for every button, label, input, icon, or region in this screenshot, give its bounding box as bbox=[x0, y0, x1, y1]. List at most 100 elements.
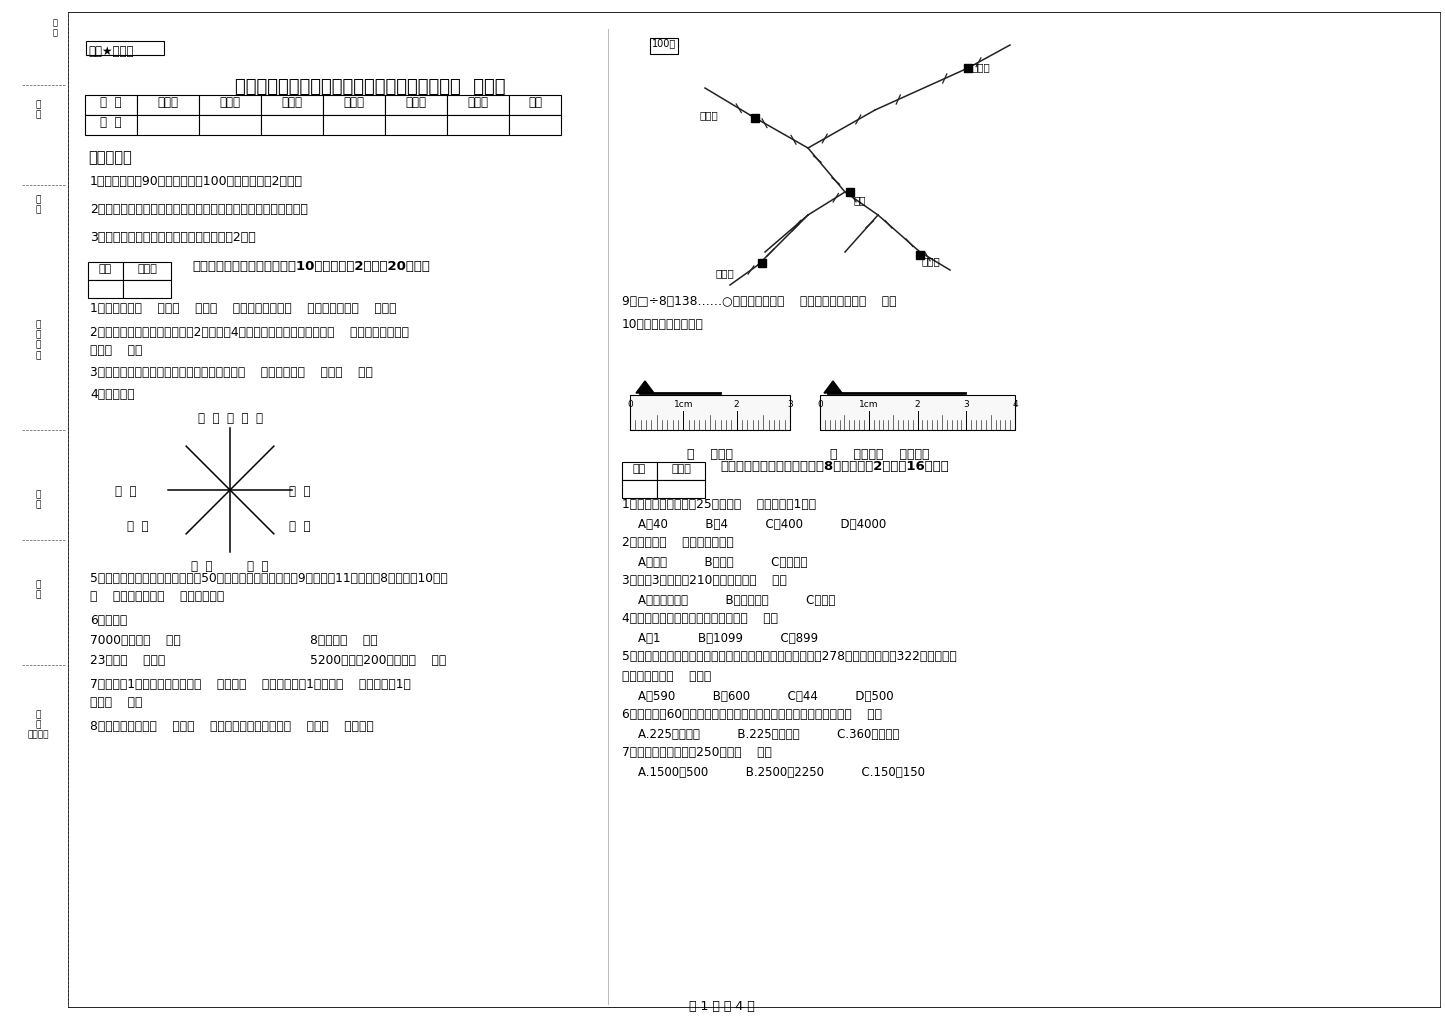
Text: 判断题: 判断题 bbox=[282, 96, 302, 108]
Text: 小红家: 小红家 bbox=[699, 110, 718, 120]
Bar bbox=[819, 395, 1014, 430]
Text: 1、你出生于（    ）年（    ）月（    ）日，那一年是（    ）年，全年有（    ）天。: 1、你出生于（ ）年（ ）月（ ）日，那一年是（ ）年，全年有（ ）天。 bbox=[90, 302, 396, 315]
Text: 5、体育老师对第一小组同学进行50米跑测试，成绩如下小红9秒，小丽11秒，小明8秒，小军10秒。: 5、体育老师对第一小组同学进行50米跑测试，成绩如下小红9秒，小丽11秒，小明8… bbox=[90, 572, 448, 585]
Text: A、乘公共汽车          B、骑自行车          C、步行: A、乘公共汽车 B、骑自行车 C、步行 bbox=[639, 594, 835, 607]
Bar bbox=[123, 262, 171, 280]
Bar bbox=[324, 115, 384, 135]
Text: 2: 2 bbox=[734, 400, 740, 409]
Text: 得分: 得分 bbox=[633, 464, 646, 474]
Bar bbox=[88, 280, 123, 298]
Text: 3、爸爸3小时行了210千米，他是（    ）。: 3、爸爸3小时行了210千米，他是（ ）。 bbox=[621, 574, 788, 587]
Text: 班
级: 班 级 bbox=[35, 490, 40, 510]
Text: （  ）: （ ） bbox=[116, 485, 137, 498]
Text: （  ）: （ ） bbox=[289, 485, 311, 498]
Text: 100米: 100米 bbox=[652, 38, 676, 48]
Bar bbox=[447, 115, 509, 135]
Text: （    ）厘米（    ）毫米。: （ ）厘米（ ）毫米。 bbox=[829, 448, 929, 461]
Bar bbox=[199, 115, 262, 135]
Text: 4、填一填。: 4、填一填。 bbox=[90, 388, 134, 401]
Text: 评卷人: 评卷人 bbox=[137, 264, 158, 274]
Bar bbox=[509, 115, 561, 135]
Bar bbox=[657, 480, 705, 498]
Text: 0: 0 bbox=[627, 400, 633, 409]
Text: A、1          B、1099          C、899: A、1 B、1099 C、899 bbox=[639, 632, 818, 645]
Bar bbox=[199, 95, 262, 115]
Bar bbox=[650, 38, 678, 54]
Text: 8、小红家在学校（    ）方（    ）米处；小明家在学校（    ）方（    ）米处。: 8、小红家在学校（ ）方（ ）米处；小明家在学校（ ）方（ ）米处。 bbox=[90, 720, 374, 733]
Text: 2、请首先按要求在试卷的指定位置填写您的姓名、班级、学号。: 2、请首先按要求在试卷的指定位置填写您的姓名、班级、学号。 bbox=[90, 203, 308, 216]
Text: 7、下面的结果刚好是250的是（    ）。: 7、下面的结果刚好是250的是（ ）。 bbox=[621, 746, 772, 759]
Text: 小刚家: 小刚家 bbox=[922, 256, 941, 266]
Text: 3: 3 bbox=[964, 400, 970, 409]
Bar bbox=[324, 95, 384, 115]
Text: 题
号: 题 号 bbox=[52, 18, 58, 38]
Text: 题  号: 题 号 bbox=[100, 96, 121, 108]
Text: 5200千克－200千克＝（    ）吨: 5200千克－200千克＝（ ）吨 bbox=[311, 654, 447, 667]
Text: 学校: 学校 bbox=[853, 195, 866, 205]
Text: 江西省重点小学三年级数学上学期期末考试试卷  附解析: 江西省重点小学三年级数学上学期期末考试试卷 附解析 bbox=[234, 78, 506, 96]
Text: 绝密★启用前: 绝密★启用前 bbox=[88, 45, 133, 58]
Text: 一、用心思考，正确填空（共10小题，每题2分，共20分）。: 一、用心思考，正确填空（共10小题，每题2分，共20分）。 bbox=[192, 260, 429, 273]
Text: 应用题: 应用题 bbox=[468, 96, 488, 108]
Text: （    ）毫米: （ ）毫米 bbox=[686, 448, 733, 461]
Bar bbox=[384, 115, 447, 135]
Text: 3、在进位加法中，不管哪一位上的数相加满（    ），都要向（    ）进（    ）。: 3、在进位加法中，不管哪一位上的数相加满（ ），都要向（ ）进（ ）。 bbox=[90, 366, 373, 379]
Text: 二、反复比较，慎重选择（共8小题，每题2分，共16分）。: 二、反复比较，慎重选择（共8小题，每题2分，共16分）。 bbox=[720, 460, 949, 473]
Bar bbox=[137, 95, 199, 115]
Text: 第 1 页 共 4 页: 第 1 页 共 4 页 bbox=[689, 1000, 754, 1013]
Text: 评卷人: 评卷人 bbox=[670, 464, 691, 474]
Bar bbox=[85, 115, 137, 135]
Bar bbox=[384, 95, 447, 115]
Text: 9、□÷8＝138……○，余数最大填（    ），这时被除数是（    ）。: 9、□÷8＝138……○，余数最大填（ ），这时被除数是（ ）。 bbox=[621, 294, 896, 308]
Text: 8千克＝（    ）克: 8千克＝（ ）克 bbox=[311, 634, 377, 647]
Bar bbox=[262, 115, 324, 135]
Text: 综合题: 综合题 bbox=[406, 96, 426, 108]
Text: A．一定          B．可能          C．不可能: A．一定 B．可能 C．不可能 bbox=[639, 556, 808, 569]
Text: 1cm: 1cm bbox=[673, 400, 694, 409]
Text: 10、量出钉子的长度。: 10、量出钉子的长度。 bbox=[621, 318, 704, 331]
Text: 计算题: 计算题 bbox=[344, 96, 364, 108]
Text: 小明家: 小明家 bbox=[715, 268, 734, 278]
Text: 总分: 总分 bbox=[527, 96, 542, 108]
Text: 6、换算。: 6、换算。 bbox=[90, 614, 127, 627]
Bar bbox=[85, 95, 137, 115]
Text: A、40          B、4          C、400          D、4000: A、40 B、4 C、400 D、4000 bbox=[639, 518, 886, 531]
Bar bbox=[262, 95, 324, 115]
Text: 乡
镇
（街道）: 乡 镇 （街道） bbox=[27, 710, 49, 740]
Text: 3: 3 bbox=[788, 400, 793, 409]
Text: A.1500－500          B.2500－2250          C.150＋150: A.1500－500 B.2500－2250 C.150＋150 bbox=[639, 766, 925, 779]
Text: （  ）  北  （  ）: （ ） 北 （ ） bbox=[198, 412, 263, 425]
Text: 7000千克＝（    ）吨: 7000千克＝（ ）吨 bbox=[90, 634, 181, 647]
Text: （  ）: （ ） bbox=[289, 520, 311, 533]
Bar bbox=[657, 462, 705, 480]
Text: 6、把一根长60厘米的铁丝围城一个正方形，这个正方形的面积是（    ）。: 6、把一根长60厘米的铁丝围城一个正方形，这个正方形的面积是（ ）。 bbox=[621, 708, 881, 721]
Text: 题
号: 题 号 bbox=[35, 100, 40, 119]
Text: （  ）: （ ） bbox=[247, 560, 269, 573]
Polygon shape bbox=[824, 381, 842, 393]
Text: 格是（    ）。: 格是（ ）。 bbox=[90, 696, 143, 709]
Text: 7、分针走1小格，秒针正好走（    ），是（    ）秒。分针走1大格是（    ），时针走1大: 7、分针走1小格，秒针正好走（ ），是（ ）秒。分针走1大格是（ ），时针走1大 bbox=[90, 678, 410, 691]
Text: 2、劳动课上做纸花，红红做了2朵纸花，4朵蓝花，红花占纸花总数的（    ），蓝花占纸花总: 2、劳动课上做纸花，红红做了2朵纸花，4朵蓝花，红花占纸花总数的（ ），蓝花占纸… bbox=[90, 326, 409, 339]
Text: 4: 4 bbox=[1011, 400, 1017, 409]
Bar bbox=[447, 95, 509, 115]
Text: 填空题: 填空题 bbox=[158, 96, 179, 108]
Text: 数的（    ）。: 数的（ ）。 bbox=[90, 344, 143, 357]
Text: 1、考试时间：90分钟，满分为100分（含卷面分2分）。: 1、考试时间：90分钟，满分为100分（含卷面分2分）。 bbox=[90, 175, 303, 187]
Text: 5、广州新电视塔是广州市目前最高的建筑，它比中信大厦高278米。中信大厦高322米，那么广: 5、广州新电视塔是广州市目前最高的建筑，它比中信大厦高278米。中信大厦高322… bbox=[621, 650, 957, 663]
Text: 0: 0 bbox=[816, 400, 822, 409]
Text: 1cm: 1cm bbox=[858, 400, 879, 409]
Text: 考试须知：: 考试须知： bbox=[88, 150, 131, 165]
Text: 2: 2 bbox=[915, 400, 920, 409]
Bar bbox=[87, 41, 163, 55]
Text: 姓
名: 姓 名 bbox=[35, 195, 40, 214]
Text: A.225平方分米          B.225平方厘米          C.360平方厘米: A.225平方分米 B.225平方厘米 C.360平方厘米 bbox=[639, 728, 899, 741]
Text: （  ）: （ ） bbox=[127, 520, 149, 533]
Text: 4、最小三位数和最大三位数的和是（    ）。: 4、最小三位数和最大三位数的和是（ ）。 bbox=[621, 612, 777, 625]
Bar bbox=[621, 462, 657, 480]
Polygon shape bbox=[636, 381, 655, 393]
Text: 州新电视塔高（    ）米。: 州新电视塔高（ ）米。 bbox=[621, 671, 711, 683]
Bar bbox=[123, 280, 171, 298]
Bar bbox=[509, 95, 561, 115]
Text: 得  分: 得 分 bbox=[100, 115, 121, 128]
Text: 选择题: 选择题 bbox=[220, 96, 240, 108]
